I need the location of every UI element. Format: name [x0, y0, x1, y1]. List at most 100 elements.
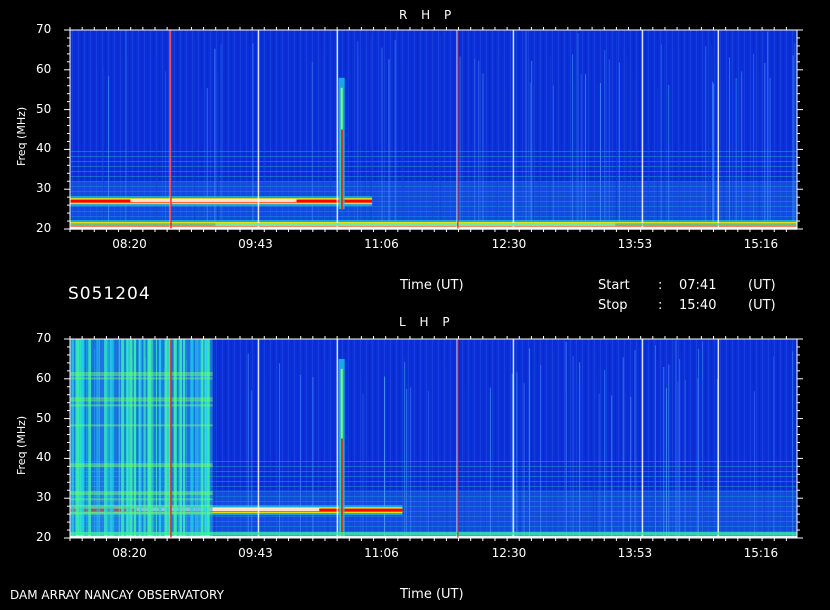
activity-streak: [199, 339, 202, 538]
noise-streak: [668, 84, 670, 230]
noise-streak: [128, 36, 130, 230]
lhp-ylabel: Freq (MHz): [15, 415, 28, 475]
noise-streak: [404, 362, 406, 538]
marker-line: [457, 30, 459, 229]
activity-harmonic: [70, 504, 213, 507]
noise-streak: [214, 48, 216, 230]
noise-streak: [427, 391, 429, 538]
noise-streak: [126, 54, 128, 229]
noise-streak: [410, 387, 412, 538]
start-separator: :: [658, 278, 663, 293]
noise-streak: [763, 343, 765, 538]
rhp-ylabel: Freq (MHz): [15, 106, 28, 166]
noise-streak: [509, 86, 511, 229]
noise-streak: [767, 31, 769, 230]
noise-streak: [711, 44, 713, 229]
noise-streak: [769, 78, 771, 229]
x-tick-label: 15:16: [743, 237, 779, 251]
noise-streak: [678, 49, 680, 230]
noise-streak: [492, 396, 494, 538]
activity-streak: [164, 339, 168, 538]
noise-streak: [364, 47, 366, 229]
x-tick-label: 08:20: [112, 237, 147, 251]
activity-streak: [166, 339, 169, 538]
noise-streak: [660, 44, 662, 229]
x-tick-label: 09:43: [238, 546, 273, 560]
noise-streak: [712, 81, 714, 230]
y-tick-label: 30: [36, 490, 52, 505]
noise-streak: [565, 341, 567, 538]
rhp-spectrogram: [64, 27, 803, 232]
noise-streak: [220, 44, 222, 230]
noise-streak: [311, 61, 313, 230]
noise-streak: [531, 60, 533, 230]
noise-streak: [529, 82, 531, 229]
noise-streak: [323, 54, 325, 230]
emission-band-saturated: [136, 508, 320, 512]
noise-streak: [516, 372, 518, 538]
low-frequency-texture: [70, 149, 797, 229]
noise-streak: [723, 79, 725, 229]
noise-streak: [247, 353, 249, 538]
noise-streak: [388, 59, 390, 229]
noise-streak: [764, 342, 766, 538]
activity-streak: [148, 339, 151, 538]
x-tick-label: 11:06: [364, 237, 399, 251]
noise-streak: [402, 65, 404, 229]
noise-streak: [564, 390, 566, 538]
activity-harmonic: [70, 491, 213, 494]
noise-streak: [764, 62, 766, 230]
activity-streak: [195, 339, 197, 538]
noise-streak: [604, 369, 606, 538]
noise-streak: [573, 83, 575, 229]
activity-streak: [191, 339, 194, 538]
noise-streak: [593, 348, 595, 538]
interference-line: [336, 30, 339, 229]
start-label: Start: [598, 278, 630, 293]
activity-streak: [129, 339, 133, 538]
activity-streak: [72, 339, 75, 538]
activity-streak: [121, 339, 125, 538]
noise-streak: [511, 373, 513, 538]
noise-streak: [740, 78, 742, 229]
noise-streak: [459, 56, 461, 229]
interference-line: [717, 339, 720, 538]
noise-streak: [654, 345, 656, 538]
noise-streak: [773, 356, 775, 538]
noise-streak: [156, 59, 158, 229]
x-tick-label: 09:43: [238, 237, 273, 251]
noise-streak: [711, 53, 713, 229]
activity-streak: [109, 339, 112, 538]
low-band-edge: [70, 226, 797, 229]
noise-streak: [677, 381, 679, 538]
noise-streak: [630, 396, 632, 538]
plot-frame: [69, 338, 798, 539]
noise-streak: [550, 345, 552, 538]
activity-streak: [178, 339, 181, 538]
observatory-label: DAM ARRAY NANCAY OBSERVATORY: [10, 588, 224, 602]
noise-streak: [263, 43, 265, 229]
rhp-xlabel: Time (UT): [400, 278, 464, 293]
rhp-title: R H P: [399, 8, 457, 22]
noise-streak: [699, 387, 701, 538]
noise-streak: [533, 85, 535, 229]
noise-streak: [279, 363, 281, 538]
noise-streak: [618, 62, 620, 229]
y-tick-label: 50: [36, 410, 52, 425]
activity-harmonic: [70, 512, 213, 515]
activity-streak: [182, 339, 186, 538]
noise-streak: [580, 74, 582, 230]
interference-line: [257, 30, 260, 229]
interference-line: [717, 30, 720, 229]
noise-streak: [616, 37, 618, 229]
activity-harmonic: [70, 397, 213, 400]
lhp-xlabel: Time (UT): [400, 587, 464, 602]
noise-streak: [217, 70, 219, 229]
noise-streak: [358, 54, 360, 229]
noise-streak: [707, 36, 709, 229]
noise-streak: [579, 362, 581, 538]
activity-streak: [155, 339, 157, 538]
y-tick-label: 20: [36, 221, 52, 235]
low-band-edge: [70, 535, 797, 538]
noise-streak: [729, 57, 731, 229]
